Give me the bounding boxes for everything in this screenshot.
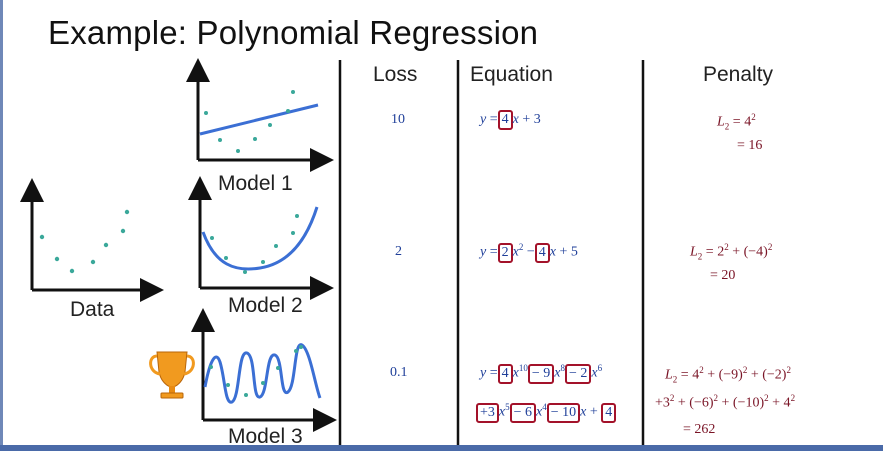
data-point [276, 366, 280, 370]
model-2-fit-curve [201, 206, 319, 271]
data-point [120, 228, 126, 234]
data-point [261, 381, 265, 385]
bottom-bar [0, 445, 883, 451]
model-1-penalty-line-2: = 16 [737, 138, 763, 153]
data-point [291, 90, 295, 94]
data-point [204, 111, 208, 115]
coefficient-box: − 10 [546, 402, 581, 423]
coefficient-box: − 9 [527, 363, 555, 384]
slide-title: Example: Polynomial Regression [48, 14, 539, 51]
data-point [69, 268, 75, 274]
data-point [103, 242, 109, 248]
data-point [299, 345, 303, 349]
model-1-penalty-line-1: L2 = 42 [717, 112, 756, 132]
data-point [39, 234, 45, 240]
coefficient-box: 4 [497, 363, 513, 384]
model-3-plot [191, 308, 337, 432]
model-3-penalty-line-2: +32 + (−6)2 + (−10)2 + 42 [655, 393, 796, 411]
coefficient-box: 4 [601, 402, 617, 423]
model-3-fit-curve [203, 343, 322, 404]
data-point [224, 256, 228, 260]
data-point [226, 383, 230, 387]
data-point [210, 236, 214, 240]
trophy-icon [149, 351, 195, 399]
data-point [244, 393, 248, 397]
model-3-equation-line-2: +3 x5− 6 x4− 10 x + 4 [476, 402, 617, 423]
model-2-penalty-line-1: L2 = 22 + (−4)2 [690, 242, 773, 262]
data-plot [20, 178, 164, 302]
loss-header: Loss [373, 63, 418, 86]
model-3-equation-line-1: y = 4 x10− 9 x8− 2 x6 [480, 363, 602, 384]
model-3-penalty-line-3: = 262 [683, 422, 716, 437]
coefficient-box: − 2 [564, 363, 592, 384]
model-1-fit-line [199, 103, 319, 136]
coefficient-box: 4 [497, 110, 513, 130]
data-point [209, 365, 213, 369]
model-1-label: Model 1 [218, 172, 293, 195]
coefficient-box: − 6 [509, 402, 537, 423]
data-point [253, 137, 257, 141]
data-point [54, 256, 60, 262]
data-point [261, 260, 265, 264]
data-point [90, 259, 96, 265]
model-2-label: Model 2 [228, 294, 303, 317]
data-point [295, 214, 299, 218]
data-point [124, 209, 130, 215]
data-point [236, 149, 240, 153]
equation-header: Equation [470, 63, 553, 86]
data-point [294, 349, 298, 353]
data-point [243, 270, 247, 274]
model-3-label: Model 3 [228, 425, 303, 448]
data-point [291, 231, 295, 235]
model-2-loss: 2 [395, 244, 402, 259]
model-2-plot [188, 176, 334, 300]
model-2-penalty-line-2: = 20 [710, 268, 736, 283]
coefficient-box: +3 [476, 402, 499, 423]
model-1-equation: y = 4 x + 3 [480, 110, 541, 130]
data-point [274, 244, 278, 248]
model-2-equation: y = 2 x2 −4 x + 5 [480, 242, 578, 263]
model-3-penalty-line-1: L2 = 42 + (−9)2 + (−2)2 [665, 365, 791, 385]
data-point [286, 109, 290, 113]
data-point [268, 123, 272, 127]
coefficient-box: 4 [534, 242, 550, 263]
data-point [218, 138, 222, 142]
data-label: Data [70, 298, 115, 321]
model-1-plot [186, 58, 334, 172]
slide-left-edge [0, 0, 3, 451]
model-3-loss: 0.1 [390, 365, 408, 380]
model-1-loss: 10 [391, 112, 405, 127]
penalty-header: Penalty [703, 63, 774, 86]
coefficient-box: 2 [497, 242, 513, 263]
